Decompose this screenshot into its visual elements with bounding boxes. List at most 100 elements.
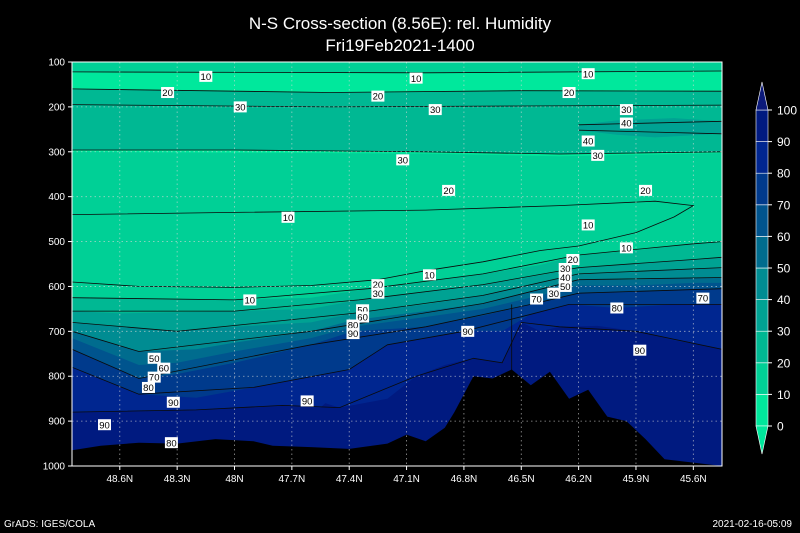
contour-line-6 [72,149,722,155]
contour-label: 10 [243,294,257,307]
svg-text:30: 30 [397,155,408,166]
ytick-label: 500 [48,237,65,248]
gridlines [72,62,722,466]
contour-label: 40 [558,271,572,284]
svg-text:90: 90 [168,398,179,409]
colorbar-segment [755,362,769,395]
svg-text:70: 70 [531,295,542,306]
colorbar-label: 40 [777,293,791,307]
colorbar-label: 10 [777,388,791,402]
svg-text:20: 20 [640,186,651,197]
svg-text:70: 70 [698,294,709,305]
svg-text:10: 10 [201,72,212,83]
svg-text:40: 40 [560,273,571,284]
xtick-label: 46.8N [451,474,478,485]
contour-label: 30 [591,149,605,162]
contour-label: 20 [371,279,385,291]
contour-line-4 [578,120,722,126]
colorbar: 0 10 20 30 40 50 60 70 80 90 100 [755,81,797,455]
colorbar-label: 20 [777,356,791,370]
contour-line-7 [72,200,695,288]
contour-label: 30 [547,287,561,300]
contour-label: 10 [581,219,595,232]
svg-text:20: 20 [162,88,173,99]
svg-text:10: 10 [411,74,422,85]
contour-label: 20 [639,184,653,197]
contour-label: 30 [619,104,633,116]
xtick-label: 48.6N [106,474,133,485]
contour-label: 10 [409,72,423,85]
contour-label: 10 [423,269,436,281]
svg-text:10: 10 [424,270,435,281]
colorbar-segment [755,236,769,269]
xtick-label: 46.2N [565,474,592,485]
colorbar-max-triangle [755,81,769,111]
svg-text:30: 30 [621,105,632,116]
svg-text:20: 20 [373,92,384,103]
contour-label: 20 [161,87,175,99]
xtick-label: 48.3N [164,474,191,485]
svg-text:90: 90 [99,420,110,431]
colorbar-segment [755,172,769,206]
contour-line-9 [72,256,722,312]
contour-line-2 [72,88,722,93]
xtick-label: 47.4N [336,474,363,485]
contour-label: 30 [428,104,442,116]
contour-label: 30 [233,101,247,113]
svg-text:20: 20 [443,186,454,197]
xtick-label: 47.7N [279,474,306,485]
colorbar-label: 70 [777,198,791,212]
svg-text:30: 30 [592,151,603,162]
svg-text:10: 10 [283,213,294,224]
colorbar-label: 60 [777,230,791,244]
plot-frame [71,61,723,467]
chart-title: N-S Cross-section (8.56E): rel. Humidity [248,14,552,33]
svg-text:50: 50 [560,282,571,293]
ytick-label: 900 [48,417,65,428]
svg-text:60: 60 [158,364,169,375]
colorbar-segment [755,267,769,300]
svg-text:30: 30 [548,289,559,300]
svg-text:30: 30 [235,102,246,113]
colorbar-label: 90 [777,135,791,149]
contour-label: 20 [562,87,576,99]
svg-text:80: 80 [612,304,623,315]
contour-label: 10 [199,70,213,83]
colorbar-label: 50 [777,262,791,276]
svg-text:40: 40 [583,137,594,148]
contour-label: 80 [164,437,178,449]
ytick-label: 200 [48,102,65,113]
contour-label: 70 [530,293,544,306]
contour-label: 60 [356,311,370,324]
contour-line-10 [72,267,722,332]
contour-line-11 [72,277,722,352]
xtick-label: 45.6N [680,474,707,485]
contour-label: 10 [281,211,295,224]
xtick-label: 45.9N [623,474,650,485]
colorbar-segment [755,141,769,174]
svg-text:10: 10 [583,69,594,80]
svg-text:60: 60 [357,313,368,324]
contour-label: 40 [581,135,595,148]
contour-label: 20 [371,90,385,103]
svg-text:20: 20 [568,255,579,266]
contour-label: 80 [346,319,360,332]
svg-text:90: 90 [635,346,646,357]
footer-credit: GrADS: IGES/COLA [4,519,96,530]
contour-label: 30 [371,287,385,300]
colorbar-segment [755,299,769,332]
contour-label: 90 [346,328,360,340]
ytick-label: 400 [48,192,65,203]
svg-text:50: 50 [357,305,368,316]
colorbar-segment [755,394,769,427]
colorbar-segment [755,204,769,237]
contour-label: 10 [581,68,595,80]
svg-text:20: 20 [373,280,384,291]
svg-text:80: 80 [348,321,359,332]
colorbar-segment [755,109,769,142]
xtick-label: 46.5N [508,474,535,485]
contour-label: 20 [442,184,456,197]
contour-label: 50 [558,280,572,293]
contour-label: 90 [300,395,314,408]
band-edge-bulge [72,243,101,271]
